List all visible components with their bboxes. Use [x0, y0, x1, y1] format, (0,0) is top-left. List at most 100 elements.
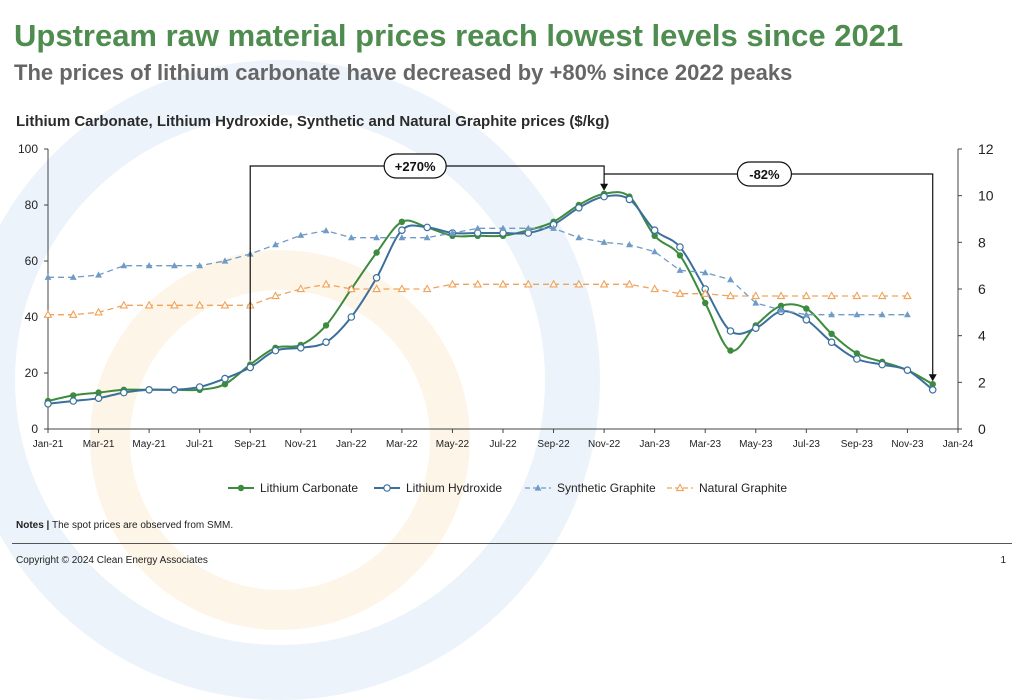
slide-title: Upstream raw material prices reach lowes…: [14, 18, 904, 53]
data-point: [828, 311, 836, 318]
data-point: [423, 234, 431, 241]
x-tick-label: Jan-21: [33, 439, 64, 450]
data-point: [69, 397, 78, 405]
data-point: [878, 360, 886, 369]
data-point: [575, 204, 583, 212]
legend-label: Synthetic Graphite: [557, 481, 656, 495]
legend-marker: [237, 484, 245, 492]
data-point: [523, 279, 533, 288]
data-point: [524, 224, 532, 231]
data-point: [676, 266, 684, 273]
data-point: [95, 389, 102, 396]
data-point: [600, 238, 608, 245]
data-point: [549, 279, 558, 288]
footer-divider: [12, 543, 1012, 544]
data-point: [272, 241, 279, 248]
y-left-tick-label: 20: [25, 366, 39, 380]
data-point: [422, 284, 432, 293]
data-point: [195, 383, 204, 391]
data-point: [170, 300, 179, 309]
legend-marker: [383, 484, 391, 492]
notes: Notes | The spot prices are observed fro…: [16, 520, 233, 531]
data-point: [44, 273, 52, 280]
annotation-badge: [383, 153, 447, 179]
data-point: [321, 279, 331, 288]
data-point: [802, 291, 811, 300]
data-point: [195, 300, 204, 309]
annotation-bracket-increase: [249, 165, 605, 361]
data-point: [94, 394, 103, 403]
data-point: [877, 291, 887, 300]
data-point: [599, 279, 609, 288]
price-chart: 0 20 40 60 80 100 0 2 4 6 8 10 12 Jan-21 Mar-21 May-21 J…: [18, 141, 994, 495]
data-point: [271, 346, 280, 355]
x-tick-label: Jul-21: [186, 439, 214, 450]
data-point: [827, 338, 836, 347]
data-point: [373, 234, 381, 241]
y-right-tick-label: 0: [978, 421, 986, 437]
legend-marker: [675, 483, 685, 492]
data-point: [726, 327, 735, 335]
data-point: [853, 311, 861, 318]
data-point: [474, 224, 482, 231]
x-tick-label: Sep-21: [234, 439, 267, 450]
data-point: [929, 381, 936, 388]
data-point: [776, 291, 786, 300]
series-line-lithium-hydroxide: [47, 194, 934, 405]
annotation-bracket-decrease: [604, 173, 934, 377]
data-point: [449, 229, 456, 236]
annotation-badge: [736, 161, 793, 187]
data-point: [221, 374, 229, 383]
data-point: [727, 347, 734, 354]
data-point: [574, 279, 584, 288]
data-point: [322, 338, 330, 347]
data-point: [751, 291, 761, 300]
annotation-label: +270%: [395, 159, 436, 174]
data-point: [600, 192, 608, 201]
data-point: [70, 392, 77, 399]
y-left-tick-label: 60: [25, 254, 39, 268]
data-point: [852, 291, 862, 300]
data-point: [120, 262, 128, 269]
x-tick-label: May-22: [436, 439, 470, 450]
data-point: [373, 249, 380, 256]
data-point: [726, 291, 735, 300]
data-point: [727, 276, 734, 283]
data-point: [651, 248, 659, 255]
data-point: [144, 300, 154, 309]
data-point: [802, 315, 811, 324]
data-point: [120, 388, 128, 397]
data-point: [550, 224, 557, 231]
x-tick-label: Jan-23: [639, 439, 670, 450]
data-point: [803, 305, 810, 312]
data-point: [675, 288, 685, 297]
data-point: [68, 309, 78, 318]
data-point: [322, 227, 330, 234]
annotation-arrowhead: [600, 183, 609, 191]
x-tick-label: Mar-21: [83, 439, 115, 450]
chart-title: Lithium Carbonate, Lithium Hydroxide, Sy…: [16, 113, 610, 130]
data-point: [700, 288, 710, 297]
data-point: [271, 291, 280, 300]
data-point: [625, 195, 634, 204]
data-point: [221, 257, 229, 264]
data-point: [928, 385, 937, 394]
data-point: [246, 363, 255, 372]
y-right-tick-label: 6: [978, 281, 986, 297]
data-point: [777, 302, 785, 309]
data-point: [828, 330, 835, 337]
data-point: [777, 306, 785, 313]
data-point: [651, 232, 658, 239]
data-point: [878, 311, 886, 318]
legend-label: Lithium Hydroxide: [406, 481, 502, 495]
legend-marker: [534, 484, 542, 491]
data-point: [575, 234, 583, 241]
page-number: 1: [1000, 555, 1006, 566]
data-point: [498, 279, 508, 288]
data-point: [296, 343, 305, 352]
data-point: [397, 284, 407, 293]
x-tick-label: May-21: [132, 439, 166, 450]
data-point: [196, 262, 204, 269]
y-left-tick-label: 40: [25, 310, 39, 324]
data-point: [650, 226, 659, 235]
